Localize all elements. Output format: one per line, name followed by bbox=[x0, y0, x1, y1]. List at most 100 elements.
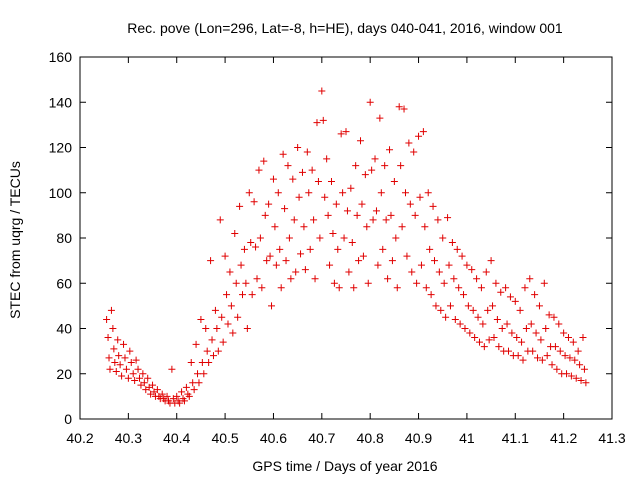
data-point bbox=[434, 216, 442, 224]
y-tick-label: 120 bbox=[49, 140, 73, 156]
data-point bbox=[382, 216, 390, 224]
data-point bbox=[149, 381, 157, 389]
data-point bbox=[326, 261, 334, 269]
data-point bbox=[455, 284, 463, 292]
data-point bbox=[369, 216, 377, 224]
data-point bbox=[463, 261, 471, 269]
data-point bbox=[352, 162, 360, 170]
data-point bbox=[321, 193, 329, 201]
data-point bbox=[279, 150, 287, 158]
y-tick-label: 100 bbox=[49, 185, 73, 201]
data-point bbox=[493, 315, 501, 323]
x-tick-label: 41.3 bbox=[598, 430, 625, 446]
data-point bbox=[198, 358, 206, 366]
y-tick-label: 160 bbox=[49, 49, 73, 65]
data-point bbox=[381, 162, 389, 170]
data-point bbox=[445, 261, 453, 269]
data-point bbox=[287, 275, 295, 283]
data-point bbox=[531, 291, 539, 299]
data-point bbox=[208, 336, 216, 344]
data-point bbox=[439, 234, 447, 242]
data-point bbox=[290, 216, 298, 224]
y-tick-label: 140 bbox=[49, 94, 73, 110]
data-point bbox=[305, 189, 313, 197]
data-point bbox=[223, 291, 231, 299]
data-point bbox=[303, 148, 311, 156]
data-point bbox=[110, 345, 118, 353]
data-point bbox=[194, 370, 202, 378]
data-point bbox=[277, 284, 285, 292]
data-point bbox=[109, 325, 117, 332]
data-point bbox=[540, 279, 548, 287]
data-point bbox=[468, 266, 476, 274]
data-point bbox=[366, 98, 374, 106]
data-point bbox=[574, 347, 582, 355]
data-point bbox=[271, 223, 279, 231]
data-point bbox=[134, 365, 142, 373]
data-point bbox=[542, 325, 550, 332]
data-point bbox=[213, 325, 221, 332]
data-point bbox=[126, 347, 134, 355]
x-tick-label: 40.3 bbox=[115, 430, 142, 446]
data-point bbox=[393, 284, 401, 292]
data-point bbox=[348, 239, 356, 247]
data-point bbox=[240, 245, 248, 253]
x-tick-label: 40.5 bbox=[211, 430, 238, 446]
data-point bbox=[534, 354, 542, 362]
chart-title: Rec. pove (Lon=296, Lat=-8, h=HE), days … bbox=[127, 20, 563, 36]
y-axis-label: STEC from uqrg / TECUs bbox=[7, 161, 23, 319]
data-point bbox=[417, 261, 425, 269]
data-point bbox=[237, 261, 245, 269]
data-point bbox=[200, 370, 208, 378]
data-point bbox=[431, 257, 439, 265]
data-point bbox=[555, 320, 563, 328]
data-point bbox=[272, 261, 280, 269]
x-axis-label: GPS time / Days of year 2016 bbox=[252, 458, 437, 474]
data-point bbox=[543, 352, 551, 360]
data-point bbox=[252, 243, 260, 251]
data-point bbox=[460, 291, 468, 299]
data-point bbox=[114, 336, 122, 344]
data-point bbox=[140, 379, 148, 387]
x-tick-label: 41.2 bbox=[550, 430, 577, 446]
data-point bbox=[158, 390, 166, 398]
data-point bbox=[403, 252, 411, 260]
data-point bbox=[466, 329, 474, 337]
data-point bbox=[129, 370, 137, 378]
x-tick-label: 41.1 bbox=[502, 430, 529, 446]
data-point bbox=[197, 315, 205, 323]
data-point bbox=[202, 325, 210, 332]
data-point bbox=[323, 155, 331, 163]
data-point bbox=[498, 325, 506, 332]
data-point bbox=[475, 338, 483, 346]
data-point bbox=[495, 343, 503, 351]
data-point bbox=[214, 347, 222, 355]
data-point bbox=[185, 392, 193, 400]
data-point bbox=[361, 171, 369, 179]
x-tick-label: 40.7 bbox=[308, 430, 335, 446]
data-point bbox=[350, 284, 358, 292]
data-point bbox=[190, 386, 198, 394]
data-point bbox=[105, 354, 113, 362]
data-point bbox=[477, 284, 485, 292]
data-point bbox=[387, 211, 395, 219]
x-tick-label: 40.9 bbox=[405, 430, 432, 446]
data-point bbox=[556, 347, 564, 355]
data-point bbox=[464, 302, 472, 310]
data-point bbox=[372, 207, 380, 215]
data-point bbox=[311, 275, 319, 283]
data-point bbox=[355, 257, 363, 265]
data-point bbox=[269, 175, 277, 183]
data-point bbox=[419, 128, 427, 136]
data-point bbox=[411, 211, 419, 219]
data-point bbox=[553, 365, 561, 373]
data-point bbox=[550, 313, 558, 321]
data-point bbox=[292, 268, 300, 276]
data-point bbox=[400, 105, 408, 113]
data-point bbox=[203, 347, 211, 355]
data-point bbox=[545, 311, 553, 319]
data-point bbox=[440, 279, 448, 287]
data-point bbox=[295, 193, 303, 201]
data-point bbox=[297, 250, 305, 258]
data-point bbox=[319, 116, 327, 124]
